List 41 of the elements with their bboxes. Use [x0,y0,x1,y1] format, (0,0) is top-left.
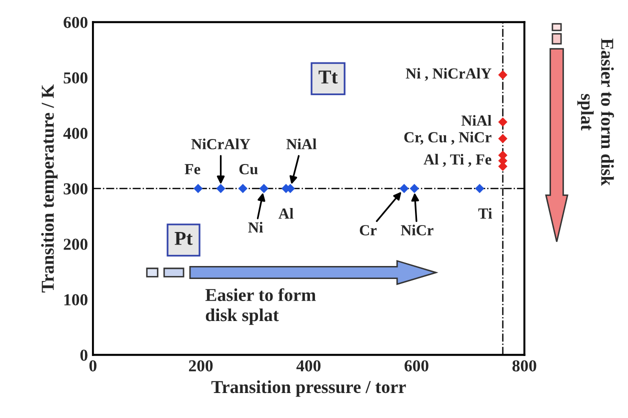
point [194,184,203,194]
y-tick-label: 600 [64,16,88,28]
point [216,184,226,194]
annotation: Easier to form disk splat [205,288,316,325]
point [498,134,508,144]
y-tick-label: 400 [63,128,88,140]
annotation: Al [278,208,294,219]
annotation: Cr [360,225,377,236]
annotation: Pt [174,232,193,245]
point [498,117,508,127]
annotation: Ni , NiCrAlY [406,68,492,81]
text: Easier to form disk splat [577,38,614,186]
x-tick-label: 200 [189,360,213,372]
annotation: Ti [478,208,492,219]
x-axis-title: Transition pressure / torr [211,380,406,397]
point [259,184,269,194]
y-tick-label: 500 [64,72,88,84]
annotation: Fe [184,164,200,174]
y-axis-title: Transition temperature / K [41,84,58,292]
x-tick-label: 800 [512,360,536,372]
annotation: Al , Ti , Fe [424,154,492,167]
annotation: NiAl [286,138,316,150]
x-tick-label: 0 [89,360,96,372]
y-tick-label: 300 [64,183,88,194]
point [475,184,484,194]
annotation: Ni [248,222,263,232]
point [498,70,508,80]
x-tick-label: 600 [404,360,428,372]
annotation: NiAl [461,115,492,126]
y-tick-label: 100 [64,294,88,306]
annotation: NiCr [400,224,434,236]
annotation: NiCrAlY [191,138,250,150]
y-tick-label: 200 [64,238,88,250]
annotation: Cu [239,164,258,174]
point [238,184,248,194]
point [410,184,419,194]
point [400,184,409,194]
x-tick-label: 400 [296,360,321,372]
annotation: Cr, Cu , NiCr [404,132,492,145]
y-tick-label: 0 [80,350,88,361]
annotation: Tt [318,70,338,84]
